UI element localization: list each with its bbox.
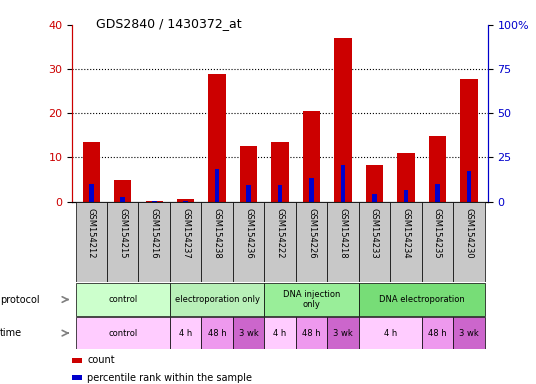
Bar <box>183 201 188 202</box>
Text: 48 h: 48 h <box>428 329 446 338</box>
Bar <box>138 202 170 282</box>
Bar <box>215 169 219 202</box>
Text: electroporation only: electroporation only <box>175 295 259 304</box>
Bar <box>240 146 257 202</box>
Text: protocol: protocol <box>0 295 40 305</box>
Bar <box>327 202 359 282</box>
Text: GSM154235: GSM154235 <box>433 208 442 259</box>
Bar <box>170 318 202 349</box>
Bar <box>422 202 453 282</box>
Bar <box>233 318 264 349</box>
Bar <box>372 194 377 202</box>
Bar <box>83 142 100 202</box>
Text: GSM154230: GSM154230 <box>464 208 473 259</box>
Bar <box>170 283 264 316</box>
Text: 3 wk: 3 wk <box>239 329 258 338</box>
Text: 48 h: 48 h <box>208 329 226 338</box>
Text: GDS2840 / 1430372_at: GDS2840 / 1430372_at <box>96 17 242 30</box>
Bar <box>170 202 202 282</box>
Text: GSM154238: GSM154238 <box>213 208 221 259</box>
Text: DNA electroporation: DNA electroporation <box>379 295 465 304</box>
Bar <box>264 283 359 316</box>
Bar <box>114 180 131 202</box>
Bar <box>146 201 163 202</box>
Bar <box>107 202 138 282</box>
Bar <box>397 153 414 202</box>
Bar <box>121 197 125 202</box>
Bar <box>209 73 226 202</box>
Bar <box>327 318 359 349</box>
Bar <box>264 202 296 282</box>
Text: GSM154222: GSM154222 <box>276 208 285 258</box>
Bar <box>152 201 157 202</box>
Bar <box>76 318 170 349</box>
Bar <box>202 318 233 349</box>
Text: GSM154236: GSM154236 <box>244 208 253 259</box>
Bar <box>453 318 485 349</box>
Bar <box>76 283 170 316</box>
Bar <box>366 165 383 202</box>
Bar <box>359 202 390 282</box>
Text: control: control <box>108 295 137 304</box>
Text: GSM154212: GSM154212 <box>87 208 96 258</box>
Bar <box>334 38 352 202</box>
Bar <box>278 185 282 202</box>
Bar <box>466 171 471 202</box>
Bar <box>390 202 422 282</box>
Bar <box>359 283 485 316</box>
Text: 4 h: 4 h <box>384 329 397 338</box>
Text: GSM154233: GSM154233 <box>370 208 379 259</box>
Bar <box>233 202 264 282</box>
Text: time: time <box>0 328 22 338</box>
Text: 4 h: 4 h <box>179 329 192 338</box>
Text: 4 h: 4 h <box>273 329 287 338</box>
Text: GSM154226: GSM154226 <box>307 208 316 259</box>
Text: GSM154234: GSM154234 <box>401 208 411 259</box>
Bar <box>460 79 478 202</box>
Bar <box>296 202 327 282</box>
Bar <box>271 142 289 202</box>
Text: count: count <box>87 356 115 366</box>
Bar <box>422 318 453 349</box>
Bar <box>359 318 422 349</box>
Bar <box>202 202 233 282</box>
Bar <box>309 178 314 202</box>
Bar <box>296 318 327 349</box>
Text: 3 wk: 3 wk <box>459 329 479 338</box>
Text: control: control <box>108 329 137 338</box>
Bar <box>177 199 195 202</box>
Bar <box>429 136 446 202</box>
Bar <box>76 202 107 282</box>
Text: 48 h: 48 h <box>302 329 321 338</box>
Bar <box>246 185 251 202</box>
Bar <box>89 184 94 202</box>
Text: 3 wk: 3 wk <box>333 329 353 338</box>
Bar <box>341 164 345 202</box>
Bar <box>303 111 320 202</box>
Bar <box>264 318 296 349</box>
Text: GSM154218: GSM154218 <box>339 208 347 259</box>
Bar <box>404 190 408 202</box>
Text: GSM154237: GSM154237 <box>181 208 190 259</box>
Bar <box>453 202 485 282</box>
Text: GSM154216: GSM154216 <box>150 208 159 259</box>
Bar <box>435 184 440 202</box>
Text: percentile rank within the sample: percentile rank within the sample <box>87 373 252 383</box>
Text: GSM154215: GSM154215 <box>118 208 127 258</box>
Text: DNA injection
only: DNA injection only <box>283 290 340 309</box>
